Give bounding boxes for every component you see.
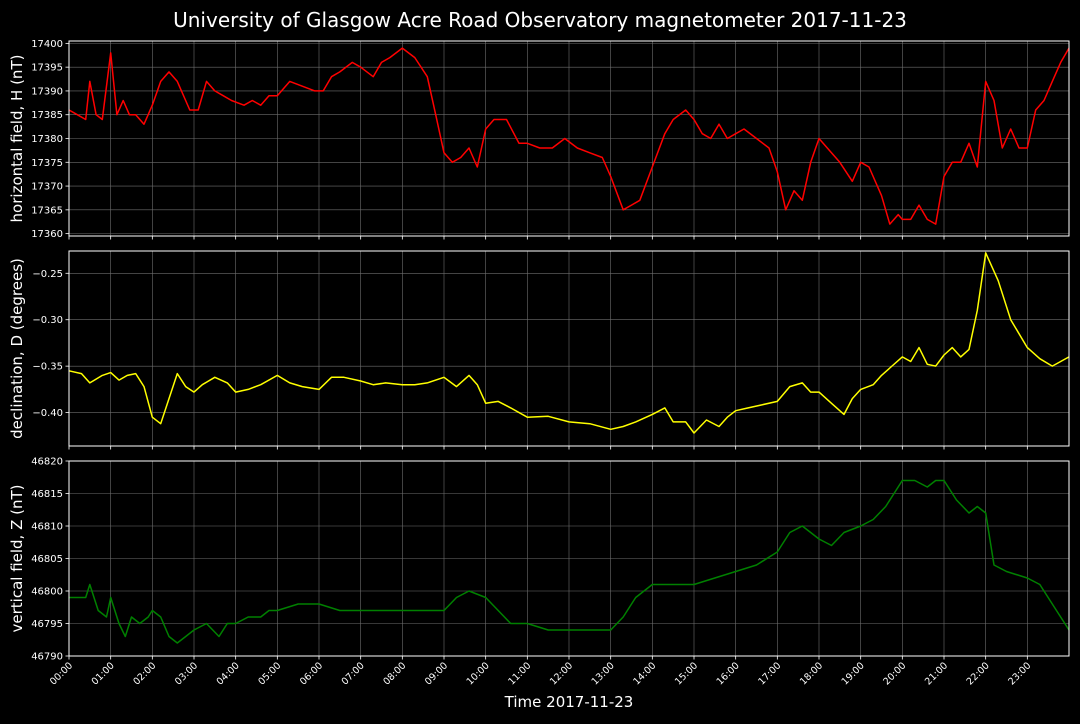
y-tick-label: 17360 (31, 229, 63, 240)
y-tick-label: −0.30 (32, 315, 63, 326)
figure-title: University of Glasgow Acre Road Observat… (173, 8, 907, 32)
x-tick-label: 05:00 (256, 660, 283, 687)
y-tick-label: −0.25 (32, 269, 63, 280)
y-tick-label: 46810 (31, 522, 63, 533)
x-tick-label: 06:00 (298, 660, 325, 687)
axes-frame (68, 460, 1070, 657)
x-tick-label: 20:00 (881, 660, 908, 687)
x-tick-label: 19:00 (840, 660, 867, 687)
x-tick-label: 04:00 (215, 660, 242, 687)
y-axis-label: horizontal field, H (nT) (8, 55, 26, 223)
x-tick-label: 18:00 (798, 660, 825, 687)
z-panel: 46790 46795 46800 46805 46810 46815 46820 verti… (8, 457, 1070, 687)
x-tick-label: 12:00 (548, 660, 575, 687)
y-tick-label: 17380 (31, 134, 63, 145)
axes-frame (68, 250, 1070, 447)
y-tick-label: −0.35 (32, 362, 63, 373)
y-axis-label: vertical field, Z (nT) (8, 484, 26, 632)
series-line (68, 252, 1070, 434)
x-tick-label: 22:00 (965, 660, 992, 687)
y-tick-label: 17375 (31, 158, 63, 169)
y-tick-label: −0.40 (32, 408, 63, 419)
x-tick-label: 17:00 (756, 660, 783, 687)
h-panel: 17360 17365 17370 17375 17380 17385 17390 17395… (8, 39, 1070, 240)
x-tick-label: 21:00 (923, 660, 950, 687)
x-tick-label: 08:00 (381, 660, 408, 687)
y-axis-label: declination, D (degrees) (8, 258, 26, 439)
d-panel: −0.40 −0.35 −0.30 −0.25 declination, D (degr… (8, 250, 1070, 450)
y-tick-label: 17400 (31, 39, 63, 50)
y-tick-label: 46820 (31, 457, 63, 468)
x-tick-label: 14:00 (631, 660, 658, 687)
y-tick-label: 17365 (31, 205, 63, 216)
x-tick-label: 23:00 (1006, 660, 1033, 687)
y-tick-label: 46805 (31, 554, 63, 565)
x-tick-label: 16:00 (715, 660, 742, 687)
axes-frame (68, 40, 1070, 237)
y-tick-label: 46800 (31, 587, 63, 598)
x-tick-label: 02:00 (131, 660, 158, 687)
y-tick-label: 46790 (31, 652, 63, 663)
x-tick-label: 10:00 (465, 660, 492, 687)
series-line (69, 479, 1070, 644)
y-tick-label: 17390 (31, 86, 63, 97)
x-tick-label: 00:00 (48, 660, 75, 687)
x-tick-label: 11:00 (506, 660, 533, 687)
y-tick-label: 46815 (31, 489, 63, 500)
x-axis-label: Time 2017-11-23 (504, 693, 634, 711)
x-tick-label: 03:00 (173, 660, 200, 687)
y-tick-label: 46795 (31, 619, 63, 630)
x-tick-label: 09:00 (423, 660, 450, 687)
series-line (68, 47, 1070, 225)
y-tick-label: 17385 (31, 110, 63, 121)
x-tick-label: 13:00 (590, 660, 617, 687)
y-tick-label: 17395 (31, 63, 63, 74)
x-tick-label: 15:00 (673, 660, 700, 687)
x-tick-label: 07:00 (340, 660, 367, 687)
y-tick-label: 17370 (31, 182, 63, 193)
x-tick-label: 01:00 (90, 660, 117, 687)
